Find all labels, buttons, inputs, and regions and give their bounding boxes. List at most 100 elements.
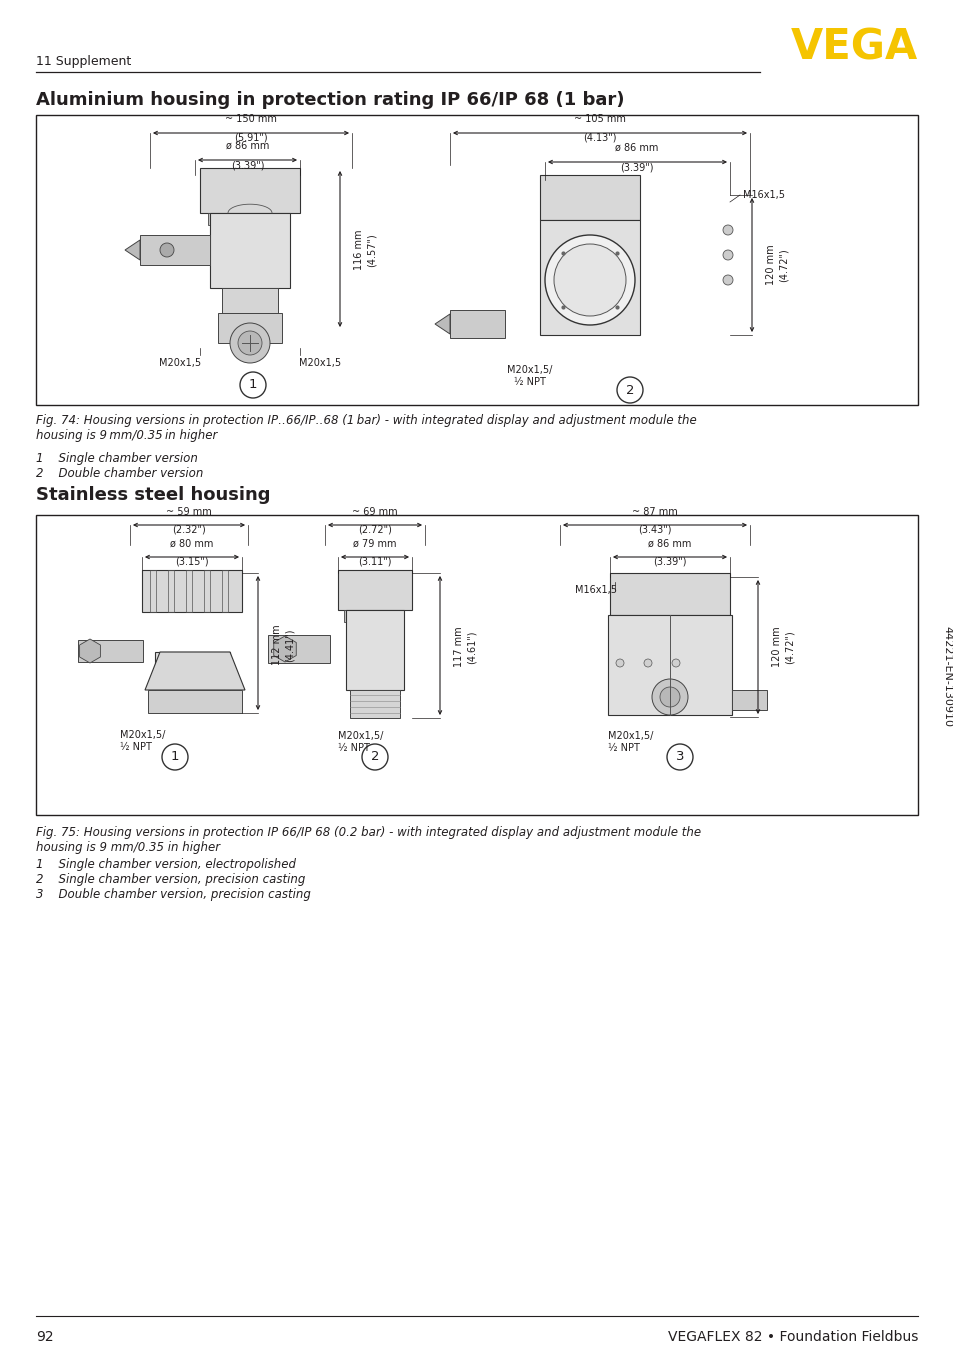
Text: (3.39"): (3.39")	[653, 556, 686, 567]
Text: ~ 150 mm: ~ 150 mm	[225, 114, 276, 125]
Bar	[140, 236, 210, 265]
Text: 120 mm: 120 mm	[771, 627, 781, 668]
Bar	[268, 635, 330, 663]
Text: (3.39"): (3.39")	[619, 162, 653, 172]
Bar	[36, 115, 917, 405]
Text: Stainless steel housing: Stainless steel housing	[36, 486, 271, 504]
Bar	[244, 213, 253, 225]
Text: (2.32"): (2.32")	[172, 525, 206, 535]
Bar	[359, 611, 368, 621]
Circle shape	[230, 324, 270, 363]
Text: ø 79 mm: ø 79 mm	[353, 539, 396, 548]
Text: 2: 2	[371, 750, 379, 764]
Polygon shape	[274, 636, 296, 662]
Bar	[210, 213, 290, 288]
Bar	[583, 219, 594, 232]
Text: (3.11"): (3.11")	[358, 556, 392, 567]
Circle shape	[671, 659, 679, 668]
Text: (4.61"): (4.61")	[467, 630, 476, 663]
Bar	[547, 219, 558, 232]
Bar	[36, 515, 917, 815]
Text: M20x1,5: M20x1,5	[159, 357, 201, 368]
Text: ~ 105 mm: ~ 105 mm	[574, 114, 625, 125]
Bar	[619, 615, 629, 627]
Text: M16x1,5: M16x1,5	[742, 190, 784, 200]
Text: ø 86 mm: ø 86 mm	[226, 141, 270, 152]
Bar	[222, 570, 228, 612]
Bar	[280, 213, 290, 225]
Text: (4.13"): (4.13")	[582, 133, 616, 144]
Circle shape	[643, 659, 651, 668]
Circle shape	[651, 678, 687, 715]
Circle shape	[666, 743, 692, 770]
Text: (3.15"): (3.15")	[175, 556, 209, 567]
Bar	[148, 691, 242, 714]
Text: Fig. 74: Housing versions in protection IP‥66/IP‥68 (1 bar) - with integrated di: Fig. 74: Housing versions in protection …	[36, 414, 696, 427]
Bar	[222, 288, 277, 313]
Text: 2    Single chamber version, precision casting: 2 Single chamber version, precision cast…	[36, 873, 305, 886]
Text: ø 86 mm: ø 86 mm	[615, 144, 658, 153]
Bar	[350, 691, 399, 718]
Text: 1    Single chamber version: 1 Single chamber version	[36, 452, 197, 464]
Text: (5.91"): (5.91")	[233, 133, 268, 144]
Circle shape	[616, 659, 623, 668]
Bar	[346, 611, 403, 691]
Bar	[450, 310, 504, 338]
Text: 2: 2	[625, 383, 634, 397]
Text: ø 86 mm: ø 86 mm	[648, 539, 691, 548]
Text: 2    Double chamber version: 2 Double chamber version	[36, 467, 203, 481]
Text: 117 mm: 117 mm	[454, 627, 463, 668]
Bar	[262, 213, 272, 225]
Text: ~ 87 mm: ~ 87 mm	[632, 506, 678, 517]
Circle shape	[237, 330, 262, 355]
Bar	[226, 213, 235, 225]
Polygon shape	[145, 653, 245, 691]
Text: (4.72"): (4.72")	[779, 248, 788, 282]
Text: (3.39"): (3.39")	[231, 160, 265, 171]
Bar	[607, 615, 731, 715]
Bar	[619, 219, 629, 232]
Bar	[200, 168, 299, 213]
Text: 120 mm: 120 mm	[765, 245, 775, 286]
Text: (4.72"): (4.72")	[784, 630, 794, 663]
Text: ~ 59 mm: ~ 59 mm	[166, 506, 212, 517]
Text: Fig. 75: Housing versions in protection IP 66/IP 68 (0.2 bar) - with integrated : Fig. 75: Housing versions in protection …	[36, 826, 700, 839]
Circle shape	[240, 372, 266, 398]
Bar	[731, 691, 766, 709]
Text: M20x1,5/: M20x1,5/	[607, 731, 653, 741]
Circle shape	[617, 376, 642, 403]
Bar	[539, 219, 639, 334]
Text: 44221-EN-130910: 44221-EN-130910	[941, 627, 951, 727]
Bar	[78, 640, 143, 662]
Circle shape	[361, 743, 388, 770]
Text: M20x1,5/: M20x1,5/	[120, 730, 165, 741]
Bar	[150, 570, 156, 612]
Bar	[154, 653, 230, 692]
Text: VEGAFLEX 82 • Foundation Fieldbus: VEGAFLEX 82 • Foundation Fieldbus	[667, 1330, 917, 1345]
Bar	[168, 570, 173, 612]
Bar	[392, 611, 399, 621]
Text: ½ NPT: ½ NPT	[607, 743, 639, 753]
Text: 11 Supplement: 11 Supplement	[36, 56, 132, 69]
Bar	[679, 615, 689, 627]
Circle shape	[722, 250, 732, 260]
Text: 92: 92	[36, 1330, 53, 1345]
Text: 3: 3	[675, 750, 683, 764]
Circle shape	[554, 244, 625, 315]
Bar	[639, 615, 649, 627]
Text: housing is 9 mm/0.35 in higher: housing is 9 mm/0.35 in higher	[36, 429, 217, 441]
Bar	[375, 611, 384, 621]
Bar	[539, 175, 639, 219]
Bar	[700, 615, 709, 627]
Bar	[659, 615, 669, 627]
Text: M20x1,5/: M20x1,5/	[337, 731, 383, 741]
Text: (4.41"): (4.41")	[285, 628, 294, 662]
Text: ½ NPT: ½ NPT	[337, 743, 370, 753]
Text: housing is 9 mm/0.35 in higher: housing is 9 mm/0.35 in higher	[36, 841, 220, 854]
Bar	[204, 570, 210, 612]
Text: Aluminium housing in protection rating IP 66/IP 68 (1 bar): Aluminium housing in protection rating I…	[36, 91, 624, 110]
Text: ~ 69 mm: ~ 69 mm	[352, 506, 397, 517]
Text: (4.57"): (4.57")	[367, 233, 376, 267]
Circle shape	[722, 275, 732, 284]
Bar	[208, 213, 218, 225]
